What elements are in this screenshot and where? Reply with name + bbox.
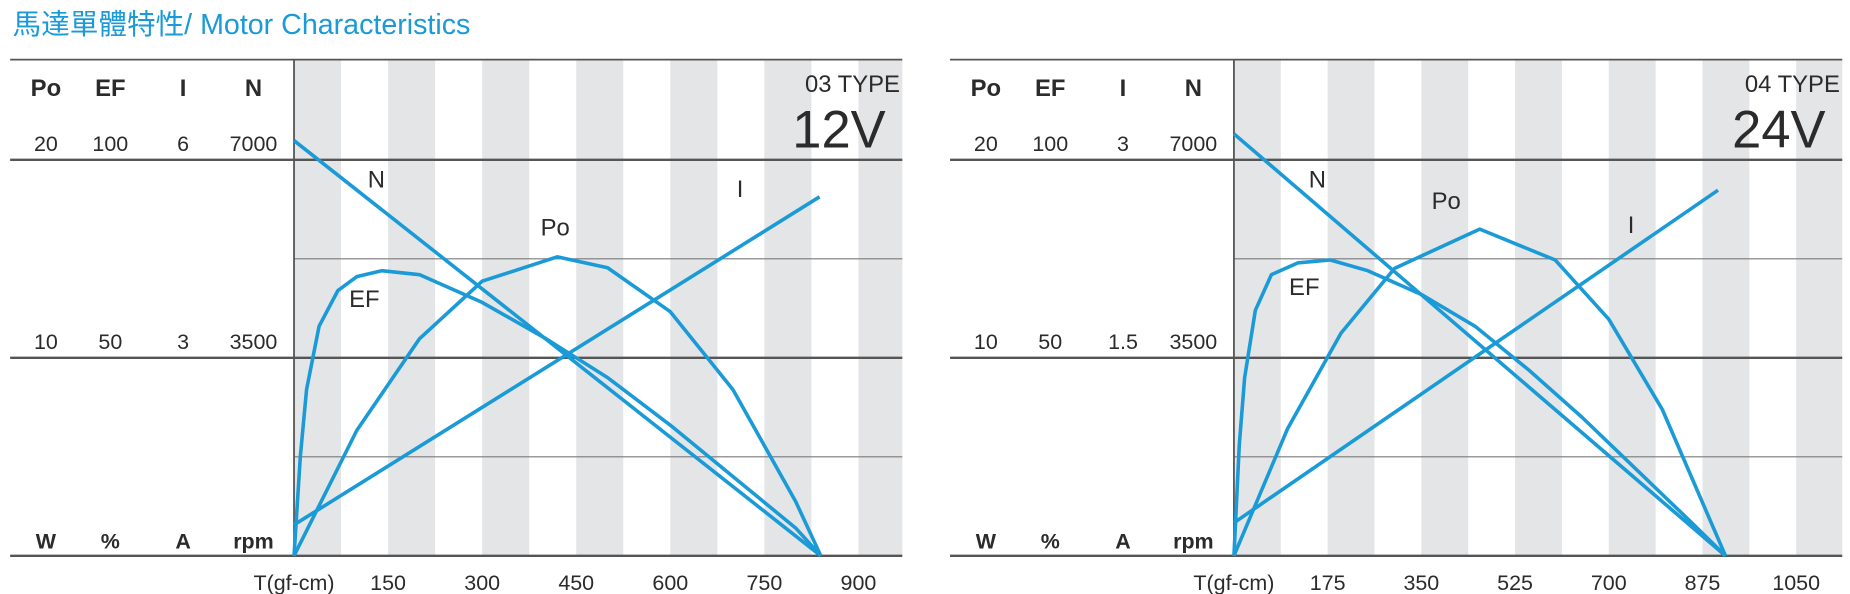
x-tick-label: 1050 [1772,571,1820,594]
stripe [764,59,812,556]
curve [292,139,822,558]
axis-unit: % [1041,529,1060,553]
y-tick-label: 100 [92,132,128,156]
axis-name: I [1120,75,1127,102]
y-tick-label: 3500 [1170,330,1218,354]
axis-name: N [1185,75,1202,102]
curve-label: N [1309,167,1326,194]
y-tick-label: 6 [177,132,189,156]
x-axis-label: T(gf-cm) [254,571,335,594]
stripe [1327,59,1375,556]
stripe [670,59,718,556]
curve [292,268,823,558]
axis-unit: rpm [1173,529,1214,553]
axis-name: Po [971,75,1001,102]
stripe [576,59,624,556]
stripe [858,59,903,556]
stripe [1796,59,1843,556]
y-tick-label: 3 [1117,132,1129,156]
curve [1232,132,1727,558]
stripe [294,59,342,556]
stripe [1608,59,1656,556]
axis-unit: A [1115,529,1131,553]
curve [292,255,823,557]
x-axis-label: T(gf-cm) [1193,571,1274,594]
stripe [1515,59,1562,556]
curve [1232,188,1720,525]
y-tick-label: 10 [34,330,58,354]
stripe [1702,59,1750,556]
curve-label: Po [541,214,570,241]
curve-label: I [1628,212,1635,239]
model: 03 TYPE [805,71,900,98]
model: 04 TYPE [1745,71,1840,98]
curve-label: I [737,176,744,203]
y-tick-label: 7000 [1170,132,1218,156]
y-tick-label: 50 [1038,330,1062,354]
y-tick-label: 50 [98,330,122,354]
curve-label: Po [1432,188,1461,215]
axis-unit: rpm [233,529,274,553]
x-tick-label: 300 [464,571,500,594]
x-tick-label: 700 [1591,571,1627,594]
axis-name: I [180,75,187,102]
y-tick-label: 100 [1032,132,1068,156]
axis-name: N [245,75,262,102]
page-title: 馬達單體特性/ Motor Characteristics [13,9,471,41]
x-tick-label: 875 [1685,571,1721,594]
x-tick-label: 450 [558,571,594,594]
axis-unit: W [976,529,997,553]
axis-unit: W [36,529,57,553]
axis-unit: A [175,529,191,553]
voltage: 24V [1732,100,1825,159]
x-tick-label: 900 [841,571,877,594]
curve [1232,258,1727,558]
x-tick-label: 750 [746,571,782,594]
y-tick-label: 7000 [230,132,278,156]
voltage: 12V [792,100,885,159]
x-tick-label: 175 [1310,571,1346,594]
x-tick-label: 525 [1497,571,1533,594]
curve-label: N [368,167,385,194]
x-tick-label: 600 [652,571,688,594]
x-tick-label: 150 [370,571,406,594]
stripe [388,59,436,556]
y-tick-label: 20 [974,132,998,156]
curve-label: EF [349,286,379,313]
y-tick-label: 1.5 [1108,330,1138,354]
y-tick-label: 10 [974,330,998,354]
axis-name: EF [1035,75,1065,102]
axis-name: EF [95,75,125,102]
y-tick-label: 3500 [230,330,278,354]
axis-name: Po [31,75,61,102]
axis-unit: % [101,529,120,553]
y-tick-label: 20 [34,132,58,156]
y-tick-label: 3 [177,330,189,354]
curve-label: EF [1289,274,1319,301]
x-tick-label: 350 [1403,571,1439,594]
curve [1232,227,1728,557]
curve [293,195,821,527]
